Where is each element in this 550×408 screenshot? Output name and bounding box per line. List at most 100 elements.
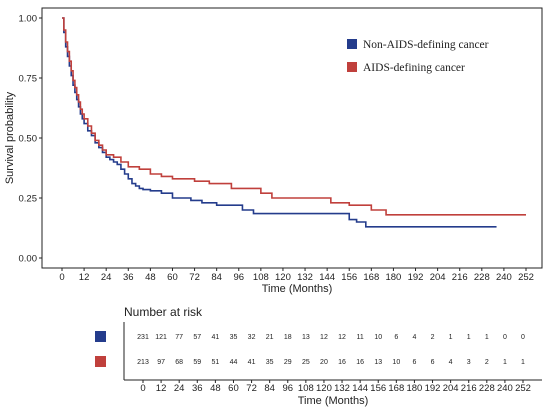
risk-count: 0 <box>521 334 525 341</box>
risk-count: 13 <box>302 334 310 341</box>
x-axis-label: Time (Months) <box>262 283 333 295</box>
x-tick-label: 120 <box>275 272 291 283</box>
x-tick-label: 156 <box>341 272 357 283</box>
risk-count: 1 <box>449 334 453 341</box>
risk-count: 20 <box>320 359 328 366</box>
y-tick-label: 0.00 <box>19 254 38 265</box>
risk-count: 6 <box>394 334 398 341</box>
x-tick-label: 168 <box>363 272 379 283</box>
risk-count: 10 <box>374 334 382 341</box>
risk-x-tick-label: 180 <box>406 383 422 394</box>
risk-x-tick-label: 252 <box>515 383 531 394</box>
risk-count: 121 <box>155 334 167 341</box>
y-axis-label: Survival probability <box>4 91 16 184</box>
risk-count: 1 <box>521 359 525 366</box>
risk-x-tick-label: 228 <box>479 383 495 394</box>
risk-count: 213 <box>137 359 149 366</box>
y-axis-ticks: 0.00 0.25 0.50 0.75 1.00 <box>19 14 42 265</box>
risk-x-tick-label: 60 <box>228 383 239 394</box>
risk-count: 16 <box>338 359 346 366</box>
risk-x-tick-label: 132 <box>334 383 350 394</box>
risk-count: 0 <box>503 334 507 341</box>
legend-swatch-aids <box>347 62 357 72</box>
x-tick-label: 84 <box>211 272 222 283</box>
survival-curve-aids <box>62 17 526 216</box>
risk-x-tick-label: 84 <box>264 383 275 394</box>
risk-x-tick-label: 144 <box>352 383 368 394</box>
risk-count: 29 <box>284 359 292 366</box>
risk-count: 68 <box>175 359 183 366</box>
x-tick-label: 132 <box>297 272 313 283</box>
x-tick-label: 180 <box>385 272 401 283</box>
risk-count: 10 <box>392 359 400 366</box>
risk-count: 21 <box>266 334 274 341</box>
x-tick-label: 216 <box>452 272 468 283</box>
risk-count: 35 <box>266 359 274 366</box>
risk-count: 3 <box>467 359 471 366</box>
risk-count: 35 <box>230 334 238 341</box>
risk-count: 12 <box>338 334 346 341</box>
x-tick-label: 12 <box>79 272 90 283</box>
risk-count: 18 <box>284 334 292 341</box>
risk-count: 13 <box>374 359 382 366</box>
risk-count: 16 <box>356 359 364 366</box>
risk-x-tick-label: 96 <box>282 383 293 394</box>
risk-count: 41 <box>248 359 256 366</box>
y-tick-label: 0.25 <box>19 194 38 205</box>
risk-count: 1 <box>485 334 489 341</box>
legend-swatch-non-aids <box>347 39 357 49</box>
x-tick-label: 60 <box>167 272 178 283</box>
risk-table-title: Number at risk <box>124 305 203 319</box>
km-plot: 0.00 0.25 0.50 0.75 1.00 0 12 24 36 48 60 72 84 96 10… <box>4 7 543 295</box>
risk-x-tick-label: 48 <box>210 383 221 394</box>
risk-row-swatch-non-aids <box>95 331 106 342</box>
risk-count: 12 <box>320 334 328 341</box>
risk-count: 57 <box>193 334 201 341</box>
risk-table-values: 231 121 77 57 41 35 32 21 18 13 12 12 11 10 6 4 2 1 1 1 0 021… <box>137 334 525 366</box>
x-tick-label: 0 <box>59 272 64 283</box>
x-tick-label: 228 <box>474 272 490 283</box>
y-tick-label: 0.50 <box>19 134 38 145</box>
x-tick-label: 252 <box>518 272 534 283</box>
risk-x-tick-label: 168 <box>388 383 404 394</box>
x-tick-label: 204 <box>430 272 446 283</box>
risk-count: 32 <box>248 334 256 341</box>
x-tick-label: 96 <box>233 272 244 283</box>
risk-x-tick-label: 120 <box>316 383 332 394</box>
risk-x-tick-label: 240 <box>497 383 513 394</box>
risk-x-tick-label: 36 <box>192 383 203 394</box>
x-tick-label: 36 <box>123 272 134 283</box>
risk-count: 77 <box>175 334 183 341</box>
legend: Non-AIDS-defining cancer AIDS-defining c… <box>347 39 489 74</box>
x-tick-label: 144 <box>319 272 335 283</box>
x-tick-label: 24 <box>101 272 112 283</box>
risk-x-tick-label: 192 <box>425 383 441 394</box>
risk-x-tick-label: 216 <box>461 383 477 394</box>
risk-x-tick-label: 204 <box>443 383 459 394</box>
risk-count: 4 <box>449 359 453 366</box>
legend-label-non-aids: Non-AIDS-defining cancer <box>363 39 489 51</box>
legend-label-aids: AIDS-defining cancer <box>363 62 465 74</box>
x-axis-ticks: 0 12 24 36 48 60 72 84 96 108 120 132 144 156 168 180 19… <box>59 268 534 283</box>
risk-count: 1 <box>467 334 471 341</box>
x-tick-label: 192 <box>408 272 424 283</box>
risk-x-tick-label: 0 <box>140 383 145 394</box>
risk-x-tick-label: 156 <box>370 383 386 394</box>
x-tick-label: 72 <box>189 272 200 283</box>
risk-table-x-axis-label: Time (Months) <box>298 395 369 407</box>
risk-table-x-ticks: 0 12 24 36 48 60 72 84 96 108 120 132 144 156 168 180 19… <box>140 380 531 394</box>
risk-count: 59 <box>193 359 201 366</box>
risk-count: 11 <box>357 334 364 341</box>
risk-x-tick-label: 72 <box>246 383 257 394</box>
x-tick-label: 108 <box>253 272 269 283</box>
risk-count: 97 <box>157 359 165 366</box>
survival-curves <box>62 17 526 228</box>
x-tick-label: 48 <box>145 272 156 283</box>
risk-x-tick-label: 24 <box>174 383 185 394</box>
x-tick-label: 240 <box>496 272 512 283</box>
y-tick-label: 1.00 <box>19 14 38 25</box>
risk-count: 6 <box>431 359 435 366</box>
risk-row-swatch-aids <box>95 356 106 367</box>
risk-count: 44 <box>230 359 238 366</box>
risk-count: 6 <box>412 359 416 366</box>
